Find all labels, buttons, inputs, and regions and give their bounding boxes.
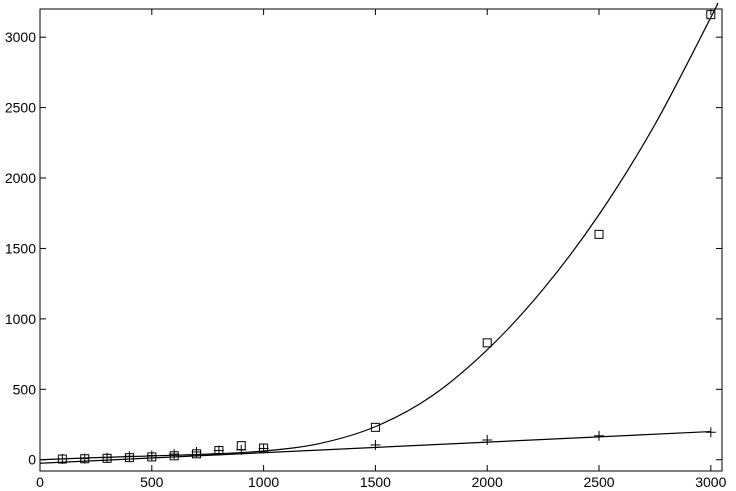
y-tick-label: 1000 (5, 311, 36, 327)
y-tick-label: 2000 (5, 170, 36, 186)
y-tick-label: 3000 (5, 29, 36, 45)
plus-marker (213, 445, 224, 456)
plus-marker (236, 444, 247, 455)
plus-marker (79, 453, 90, 464)
plus-marker (594, 430, 605, 441)
fit-curves (39, 2, 719, 464)
plus-marker (124, 451, 135, 462)
x-tick-label: 2000 (472, 474, 503, 490)
y-tick-label: 500 (13, 381, 37, 397)
x-tick-label: 1500 (360, 474, 391, 490)
plus-marker (705, 427, 716, 438)
x-tick-label: 2500 (583, 474, 614, 490)
x-tick-label: 0 (36, 474, 44, 490)
y-tick-label: 1500 (5, 240, 36, 256)
y-tick-label: 2500 (5, 100, 36, 116)
x-tick-label: 500 (140, 474, 164, 490)
x-tick-label: 3000 (695, 474, 726, 490)
y-tick-labels: 0 500 1000 1500 2000 2500 3000 (5, 29, 36, 468)
square-marker (594, 229, 604, 239)
x-tick-labels: 0 500 1000 1500 2000 2500 3000 (36, 474, 726, 490)
plus-marker (191, 446, 202, 457)
plot-frame (39, 8, 723, 472)
y-tick-label: 0 (28, 452, 36, 468)
plus-marker (57, 454, 68, 465)
plus-marker (102, 452, 113, 463)
plus-marker (258, 443, 269, 454)
plus-marker (169, 449, 180, 460)
fit-curve-cubic (39, 2, 719, 461)
square-marker (482, 338, 492, 348)
square-marker (370, 422, 380, 432)
plus-marker (370, 439, 381, 450)
x-tick-label: 1000 (248, 474, 279, 490)
square-marker (706, 10, 716, 20)
plus-marker (146, 450, 157, 461)
plus-marker (482, 435, 493, 446)
data-points (57, 10, 716, 465)
axis-ticks (39, 9, 722, 471)
